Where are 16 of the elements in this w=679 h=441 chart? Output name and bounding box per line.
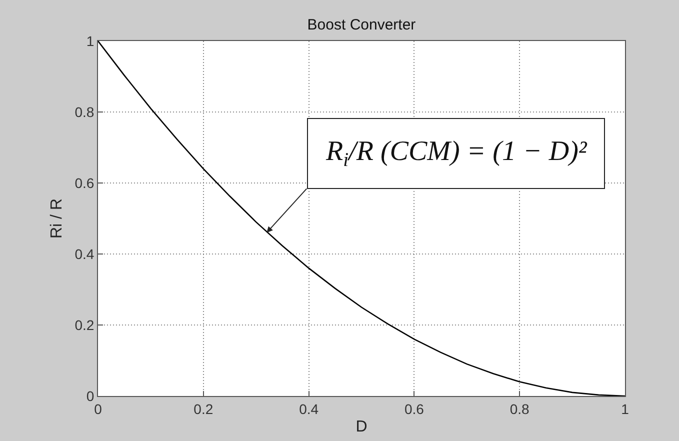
x-tick-label: 1 [621, 400, 630, 417]
y-axis-title: Ri / R [48, 198, 66, 238]
y-tick-label: 0 [86, 388, 94, 404]
annotation: R$_{i}$/R (CCM) = (1 − D)² [325, 136, 588, 171]
line-series [98, 41, 625, 396]
x-tick-label: 0.6 [404, 400, 424, 417]
x-tick-label: 0.2 [194, 400, 214, 417]
y-tick-label: 1 [86, 32, 94, 49]
y-tick-label: 0.8 [74, 104, 94, 120]
chart-title: Boost Converter [307, 16, 416, 34]
x-tick-label: 0.4 [299, 400, 319, 417]
y-tick-label: 0.4 [74, 246, 94, 262]
x-axis-title: D [356, 418, 368, 436]
x-tick-label: 0.8 [510, 400, 530, 417]
y-tick-label: 0.6 [74, 174, 94, 191]
y-tick-label: 0.2 [74, 316, 94, 333]
